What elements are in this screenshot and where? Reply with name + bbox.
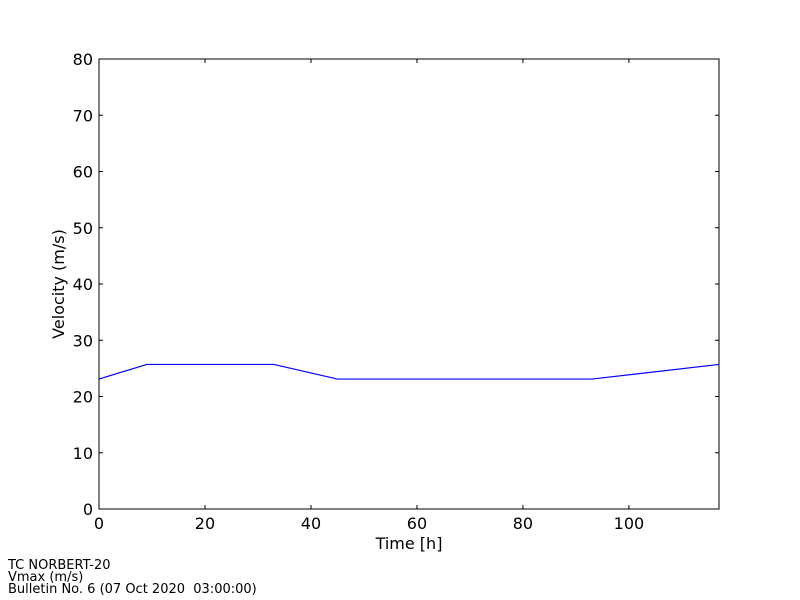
x-tick-label: 20 <box>195 514 215 533</box>
series-line-0 <box>98 363 720 380</box>
y-tick-label: 50 <box>73 219 93 238</box>
y-tick-label: 80 <box>73 50 93 69</box>
x-tick-label: 80 <box>513 514 533 533</box>
x-tick-label: 100 <box>614 514 645 533</box>
y-tick-label: 70 <box>73 106 93 125</box>
y-tick-label: 20 <box>73 388 93 407</box>
x-tick-label: 0 <box>94 514 104 533</box>
y-tick-label: 10 <box>73 444 93 463</box>
plot-frame <box>98 58 720 510</box>
y-tick-label: 60 <box>73 163 93 182</box>
footer-storm-name: TC NORBERT-20 <box>8 558 111 573</box>
x-tick-label: 60 <box>407 514 427 533</box>
y-axis-label: Velocity (m/s) <box>49 229 68 339</box>
footer-variable: Vmax (m/s) <box>8 570 84 585</box>
y-tick-label: 0 <box>83 500 93 519</box>
x-tick-label: 40 <box>301 514 321 533</box>
footer-bulletin: Bulletin No. 6 (07 Oct 2020 03:00:00) <box>8 582 257 597</box>
x-axis-label: Time [h] <box>375 534 443 553</box>
y-tick-label: 40 <box>73 275 93 294</box>
y-tick-label: 30 <box>73 331 93 350</box>
